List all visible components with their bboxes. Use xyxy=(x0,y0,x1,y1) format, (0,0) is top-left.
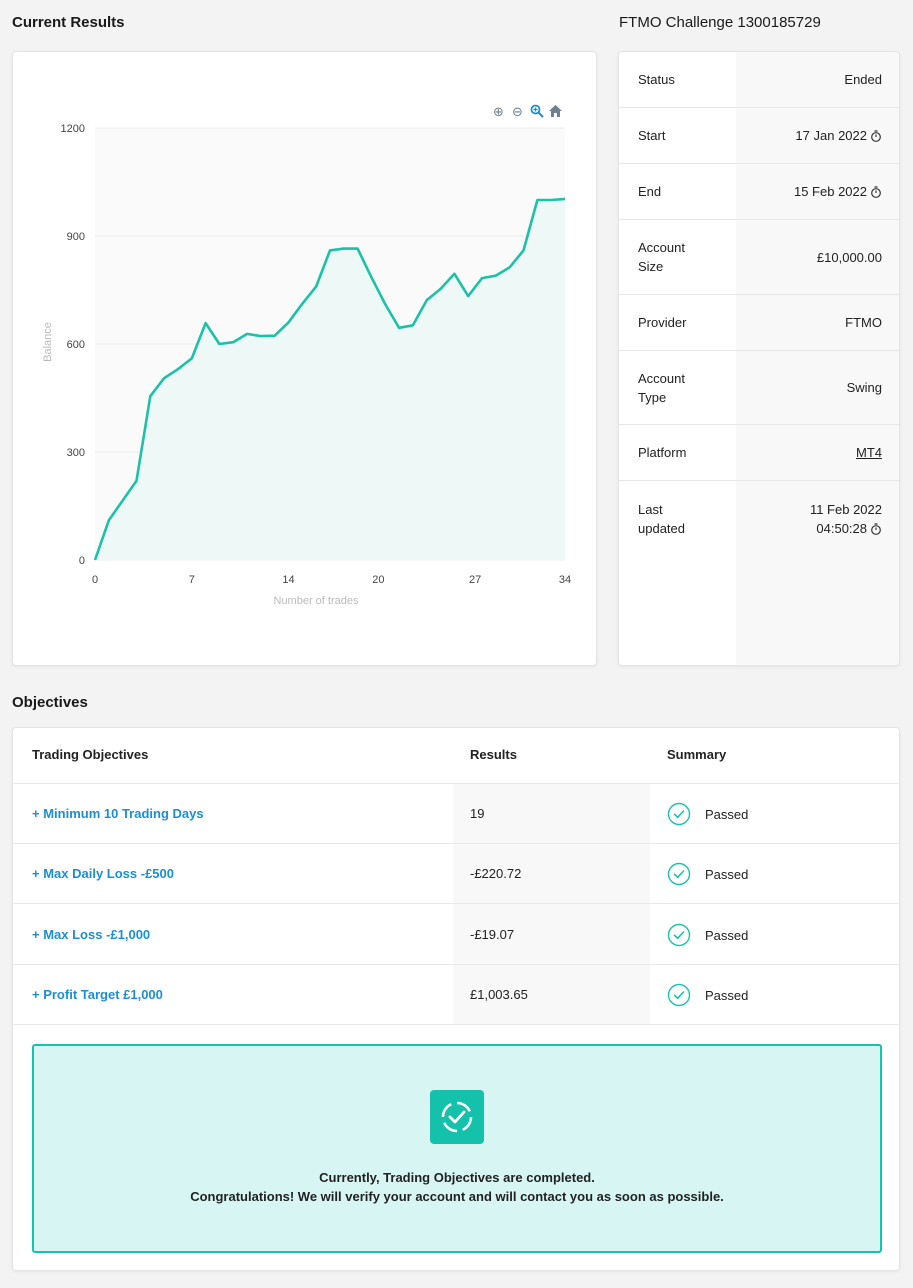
chart-toolbar: ⊕ ⊖ xyxy=(491,104,563,119)
info-label: Account Type xyxy=(638,370,685,405)
zoom-in-icon[interactable]: ⊕ xyxy=(493,104,504,119)
y-tick-label: 0 xyxy=(79,555,85,567)
info-value: Ended xyxy=(844,72,882,87)
info-row-end: End 15 Feb 2022 xyxy=(619,164,899,220)
balance-area-fill xyxy=(95,198,565,560)
info-value: FTMO xyxy=(845,315,882,330)
objective-result: £1,003.65 xyxy=(470,987,528,1002)
info-label: Provider xyxy=(638,315,687,330)
objective-result: -£220.72 xyxy=(470,866,522,881)
objective-row: + Minimum 10 Trading Days 19 Passed xyxy=(13,784,899,844)
challenge-info-table: Status Ended Start 17 Jan 2022 End 15 Fe… xyxy=(618,51,900,666)
balance-chart-card: 0 300 600 900 1200 0 7 14 20 27 34 Number of trades… xyxy=(12,51,597,666)
objectives-header: Trading Objectives Results Summary xyxy=(13,728,899,784)
info-row-provider: Provider FTMO xyxy=(619,295,899,351)
stopwatch-icon xyxy=(871,130,881,142)
x-tick-label: 34 xyxy=(559,574,571,586)
objectives-completed-banner: Currently, Trading Objectives are comple… xyxy=(32,1044,882,1253)
objective-row: + Profit Target £1,000 £1,003.65 Passed xyxy=(13,965,899,1025)
objective-summary: Passed xyxy=(705,866,749,882)
banner-message-line1: Currently, Trading Objectives are comple… xyxy=(319,1170,595,1185)
check-circle-icon xyxy=(667,923,691,947)
objective-result: 19 xyxy=(470,806,485,821)
objective-name-link[interactable]: + Minimum 10 Trading Days xyxy=(32,806,204,821)
objective-result: -£19.07 xyxy=(470,927,515,942)
zoom-out-icon[interactable]: ⊖ xyxy=(512,104,523,119)
check-circle-icon xyxy=(667,802,691,826)
y-axis-label: Balance xyxy=(42,322,54,362)
x-axis-label: Number of trades xyxy=(274,595,359,607)
stopwatch-icon xyxy=(871,186,881,198)
banner-message-line2: Congratulations! We will verify your acc… xyxy=(190,1189,724,1204)
objective-row: + Max Loss -£1,000 -£19.07 Passed xyxy=(13,904,899,965)
y-tick-label: 1200 xyxy=(61,123,85,135)
info-label: Start xyxy=(638,128,666,143)
objective-summary: Passed xyxy=(705,806,749,822)
y-tick-label: 900 xyxy=(67,231,85,243)
challenge-title: FTMO Challenge 1300185729 xyxy=(619,14,821,31)
home-icon[interactable] xyxy=(548,104,563,119)
dashed-check-icon xyxy=(430,1090,484,1144)
magnifier-icon[interactable] xyxy=(529,104,544,119)
check-circle-icon xyxy=(667,862,691,886)
info-value: 17 Jan 2022 xyxy=(795,128,867,143)
current-results-title: Current Results xyxy=(12,14,125,31)
y-tick-label: 300 xyxy=(67,447,85,459)
objective-name-link[interactable]: + Max Daily Loss -£500 xyxy=(32,866,174,881)
x-tick-label: 20 xyxy=(372,574,384,586)
objective-name-link[interactable]: + Max Loss -£1,000 xyxy=(32,927,151,942)
info-row-last-updated: Last updated 11 Feb 2022 04:50:28 xyxy=(619,481,899,556)
info-row-start: Start 17 Jan 2022 xyxy=(619,108,899,164)
objective-summary: Passed xyxy=(705,987,749,1003)
info-row-account-type: Account Type Swing xyxy=(619,351,899,425)
objectives-table: Trading Objectives Results Summary + Min… xyxy=(12,727,900,1271)
objective-row: + Max Daily Loss -£500 -£220.72 Passed xyxy=(13,844,899,904)
balance-chart: 0 300 600 900 1200 0 7 14 20 27 34 Number of trades… xyxy=(42,123,571,607)
balance-series-line xyxy=(93,197,566,561)
platform-link[interactable]: MT4 xyxy=(856,445,882,460)
header-results: Results xyxy=(470,747,517,762)
objective-name-link[interactable]: + Profit Target £1,000 xyxy=(32,987,163,1002)
info-label: Last updated xyxy=(638,501,685,536)
objectives-title: Objectives xyxy=(12,694,88,711)
info-row-platform: Platform MT4 xyxy=(619,425,899,481)
info-label: Account Size xyxy=(638,240,685,274)
x-tick-label: 0 xyxy=(92,574,98,586)
info-label: Status xyxy=(638,72,675,87)
info-label: End xyxy=(638,184,662,199)
info-value: Swing xyxy=(846,380,882,395)
info-value: £10,000.00 xyxy=(816,249,882,265)
header-summary: Summary xyxy=(667,747,727,762)
info-row-status: Status Ended xyxy=(619,52,899,108)
info-row-account-size: Account Size £10,000.00 xyxy=(619,220,899,295)
header-trading-objectives: Trading Objectives xyxy=(32,747,149,762)
x-tick-label: 14 xyxy=(282,574,294,586)
info-label: Platform xyxy=(638,445,687,460)
y-tick-label: 600 xyxy=(67,339,85,351)
x-tick-label: 27 xyxy=(469,574,481,586)
info-value: 15 Feb 2022 xyxy=(793,184,867,199)
info-value-time: 04:50:28 xyxy=(816,520,867,536)
info-value-date: 11 Feb 2022 xyxy=(809,501,882,517)
objective-summary: Passed xyxy=(705,927,749,943)
x-tick-label: 7 xyxy=(189,574,195,586)
stopwatch-icon xyxy=(871,522,881,535)
check-circle-icon xyxy=(667,983,691,1007)
